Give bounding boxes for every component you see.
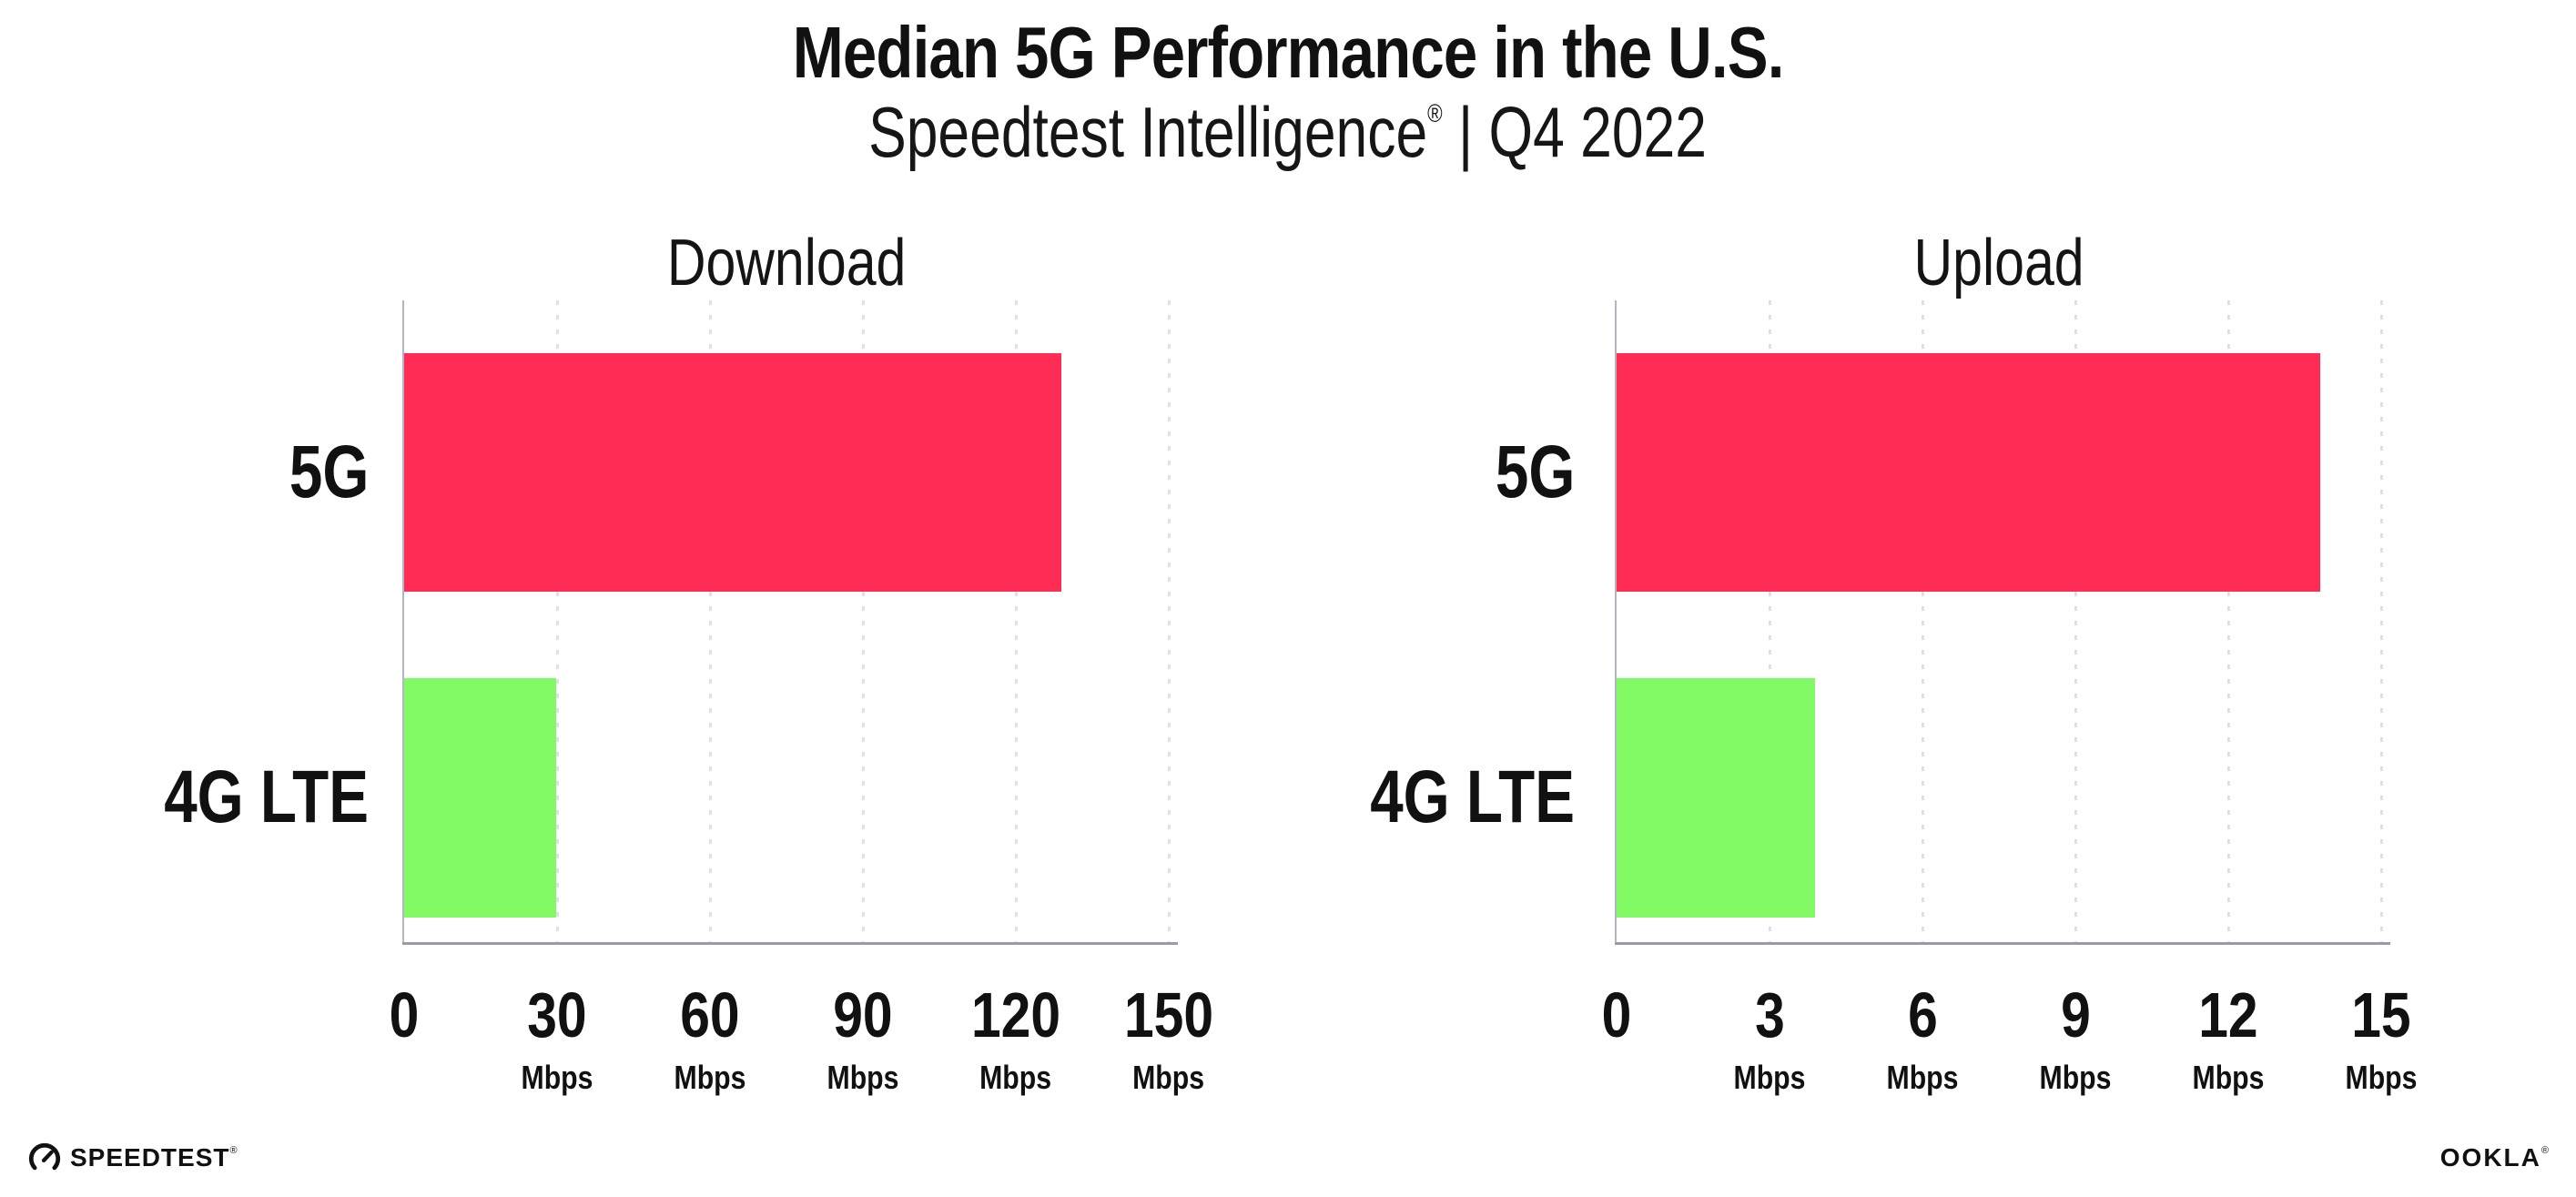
page-title-text: Median 5G Performance in the U.S. <box>792 12 1785 93</box>
plot-area-upload <box>1615 300 2390 945</box>
axis-tick-unit: Mbps <box>827 1059 899 1096</box>
bar-5g-upload <box>1617 353 2320 592</box>
registered-mark: ® <box>229 1145 238 1156</box>
gridline <box>1769 300 1771 942</box>
page-subtitle-text: Speedtest Intelligence® | Q4 2022 <box>869 96 1708 167</box>
speedtest-logo-text: SPEEDTEST® <box>70 1143 238 1172</box>
page-subtitle: Speedtest Intelligence® | Q4 2022 <box>0 96 2576 167</box>
axis-tick-value: 6 <box>1907 979 1938 1050</box>
axis-tick: 12 Mbps <box>2186 983 2271 1094</box>
axis-tick-value: 30 <box>527 979 587 1050</box>
gridline <box>556 300 559 942</box>
axis-tick-value: 12 <box>2198 979 2258 1050</box>
axis-tick: 15 Mbps <box>2338 983 2424 1094</box>
bar-4g-lte-download <box>404 678 556 918</box>
axis-tick-value: 120 <box>970 979 1061 1050</box>
x-axis-line <box>402 942 1178 945</box>
axis-tick-value: 60 <box>680 979 740 1050</box>
axis-tick-value: 9 <box>2060 979 2091 1050</box>
axis-tick: 30 Mbps <box>514 983 600 1094</box>
ookla-logo: OOKLA® <box>2440 1143 2551 1172</box>
registered-mark: ® <box>2541 1145 2551 1156</box>
chart-title-upload: Upload <box>1913 227 2084 299</box>
axis-tick: 90 Mbps <box>820 983 906 1094</box>
axis-tick: 60 Mbps <box>667 983 753 1094</box>
subtitle-brand: Speedtest Intelligence <box>868 92 1428 172</box>
axis-tick-value: 3 <box>1754 979 1785 1050</box>
gridline <box>709 300 712 942</box>
gridline <box>862 300 865 942</box>
gridline <box>2380 300 2383 942</box>
plot-area-download <box>402 300 1178 945</box>
gridline <box>1168 300 1171 942</box>
x-axis-ticks-upload: 0 3 Mbps 6 Mbps 9 Mbps 12 Mbps 15 Mbps <box>1602 983 2418 1111</box>
chart-title-download: Download <box>666 227 907 299</box>
axis-tick-unit: Mbps <box>1886 1059 1959 1096</box>
axis-tick-unit: Mbps <box>979 1059 1052 1096</box>
registered-mark: ® <box>1427 99 1444 127</box>
axis-tick: 6 Mbps <box>1880 983 1965 1094</box>
axis-tick: 3 Mbps <box>1727 983 1812 1094</box>
category-label-5g: 5G <box>1495 431 1575 513</box>
axis-tick-value: 0 <box>389 979 420 1050</box>
category-label-5g: 5G <box>289 431 369 513</box>
y-axis-line <box>1615 300 1617 944</box>
speedtest-logo: SPEEDTEST® <box>27 1138 238 1178</box>
axis-tick: 0 <box>1599 983 1635 1047</box>
bar-4g-lte-upload <box>1617 678 1816 918</box>
category-label-4g-lte: 4G LTE <box>1370 756 1575 838</box>
axis-tick-value: 15 <box>2351 979 2411 1050</box>
axis-tick-value: 150 <box>1123 979 1214 1050</box>
axis-tick-unit: Mbps <box>1733 1059 1806 1096</box>
bar-5g-download <box>404 353 1062 592</box>
gridline <box>2074 300 2077 942</box>
axis-tick-unit: Mbps <box>2345 1059 2418 1096</box>
x-axis-ticks-download: 0 30 Mbps 60 Mbps 90 Mbps 120 Mbps 150 Mbps <box>390 983 1213 1111</box>
speedtest-gauge-icon <box>27 1141 62 1175</box>
axis-tick-unit: Mbps <box>521 1059 593 1096</box>
gridline <box>2227 300 2230 942</box>
gridline <box>1922 300 1924 942</box>
axis-tick: 9 Mbps <box>2033 983 2118 1094</box>
category-label-4g-lte: 4G LTE <box>164 756 369 838</box>
subtitle-period: | Q4 2022 <box>1443 92 1708 172</box>
x-axis-line <box>1615 942 2390 945</box>
axis-tick-unit: Mbps <box>2192 1059 2265 1096</box>
axis-tick-value: 90 <box>833 979 893 1050</box>
ookla-logo-text: OOKLA <box>2439 1143 2541 1172</box>
axis-tick: 0 <box>387 983 422 1047</box>
gridline <box>1015 300 1018 942</box>
axis-tick: 120 Mbps <box>963 983 1070 1094</box>
axis-tick-value: 0 <box>1601 979 1632 1050</box>
axis-tick-unit: Mbps <box>1132 1059 1205 1096</box>
axis-tick-unit: Mbps <box>674 1059 746 1096</box>
axis-tick-unit: Mbps <box>2039 1059 2112 1096</box>
axis-tick: 150 Mbps <box>1116 983 1222 1094</box>
y-axis-line <box>402 300 404 944</box>
page-title: Median 5G Performance in the U.S. <box>0 16 2576 89</box>
